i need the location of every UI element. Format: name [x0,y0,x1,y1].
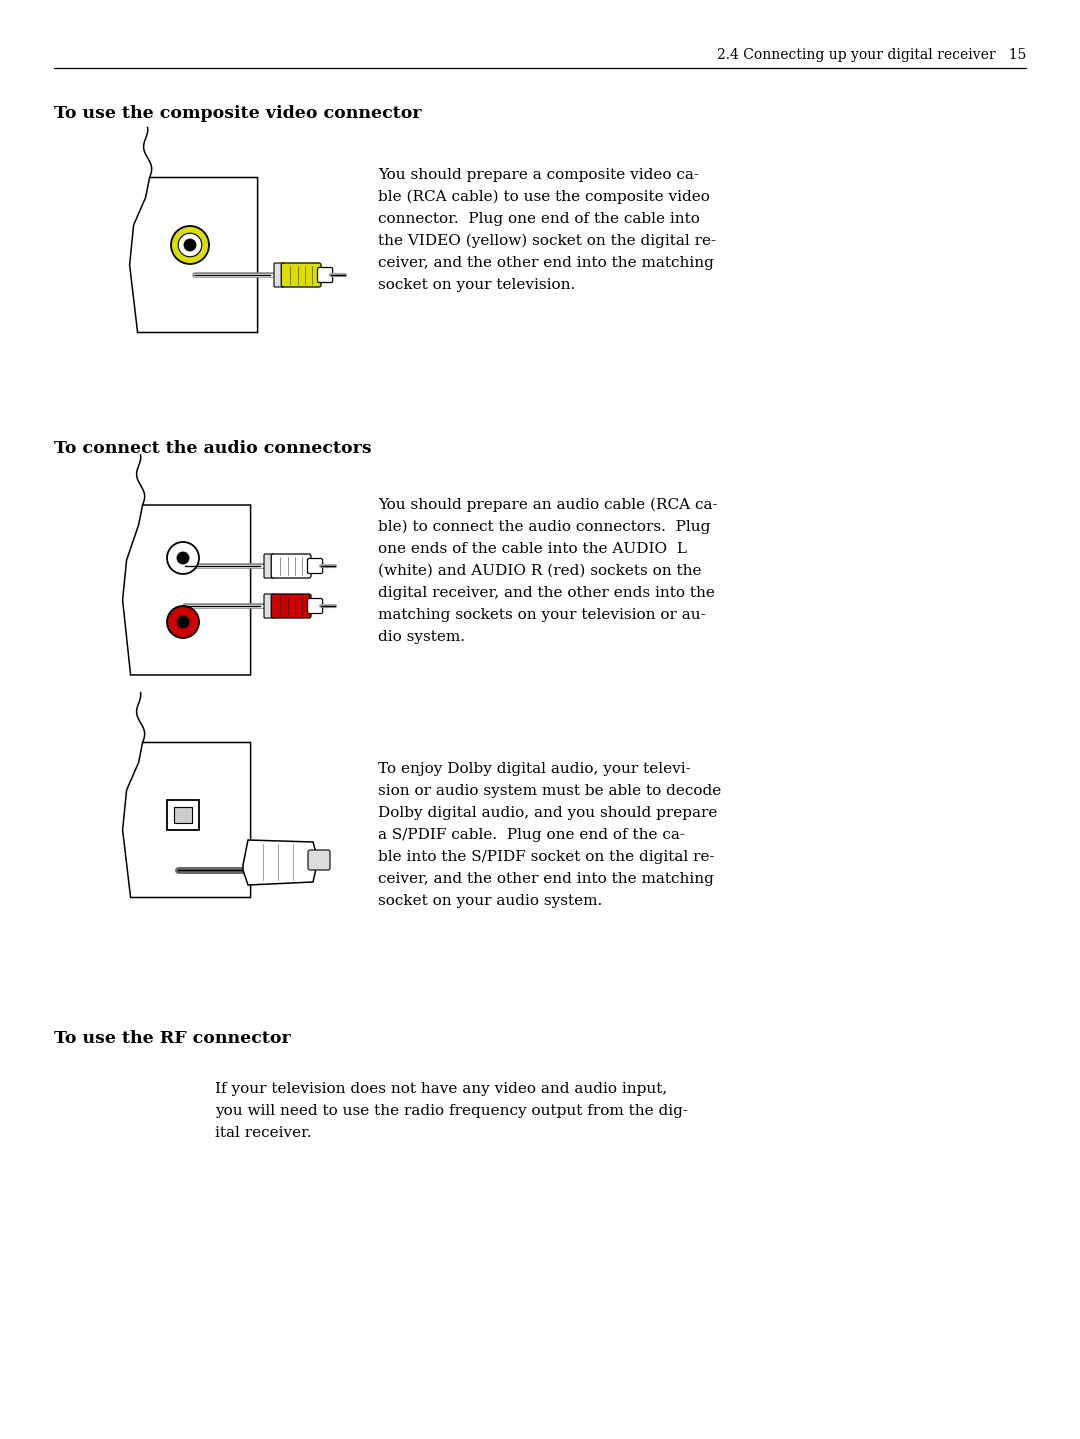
Text: ital receiver.: ital receiver. [215,1125,312,1140]
Text: Dolby digital audio, and you should prepare: Dolby digital audio, and you should prep… [378,806,717,820]
FancyBboxPatch shape [308,850,330,871]
Polygon shape [123,743,251,898]
Text: You should prepare a composite video ca-: You should prepare a composite video ca- [378,168,699,181]
Text: connector.  Plug one end of the cable into: connector. Plug one end of the cable int… [378,212,700,226]
FancyBboxPatch shape [167,800,199,830]
Circle shape [184,239,197,250]
FancyBboxPatch shape [308,599,323,613]
FancyBboxPatch shape [174,807,192,823]
FancyBboxPatch shape [281,263,321,286]
Text: dio system.: dio system. [378,630,465,645]
FancyBboxPatch shape [274,263,284,286]
Text: the VIDEO (yellow) socket on the digital re-: the VIDEO (yellow) socket on the digital… [378,235,716,249]
FancyBboxPatch shape [271,594,311,617]
Text: matching sockets on your television or au-: matching sockets on your television or a… [378,609,705,622]
Text: ble) to connect the audio connectors.  Plug: ble) to connect the audio connectors. Pl… [378,519,711,534]
Text: ble (RCA cable) to use the composite video: ble (RCA cable) to use the composite vid… [378,190,710,204]
Text: You should prepare an audio cable (RCA ca-: You should prepare an audio cable (RCA c… [378,498,717,512]
Text: To use the RF connector: To use the RF connector [54,1030,291,1048]
Text: socket on your television.: socket on your television. [378,278,576,292]
Text: you will need to use the radio frequency output from the dig-: you will need to use the radio frequency… [215,1104,688,1118]
FancyBboxPatch shape [308,558,323,574]
Polygon shape [123,505,251,675]
Text: ble into the S/PIDF socket on the digital re-: ble into the S/PIDF socket on the digita… [378,850,715,863]
Text: one ends of the cable into the AUDIO  L: one ends of the cable into the AUDIO L [378,543,687,555]
Circle shape [177,616,189,627]
Text: To use the composite video connector: To use the composite video connector [54,105,421,122]
FancyBboxPatch shape [318,268,333,282]
Text: sion or audio system must be able to decode: sion or audio system must be able to dec… [378,784,721,799]
FancyBboxPatch shape [264,554,274,578]
Text: 2.4 Connecting up your digital receiver   15: 2.4 Connecting up your digital receiver … [717,47,1026,62]
Text: socket on your audio system.: socket on your audio system. [378,894,603,908]
Text: a S/PDIF cable.  Plug one end of the ca-: a S/PDIF cable. Plug one end of the ca- [378,827,685,842]
Text: ceiver, and the other end into the matching: ceiver, and the other end into the match… [378,872,714,886]
Circle shape [171,226,210,263]
Text: (white) and AUDIO R (red) sockets on the: (white) and AUDIO R (red) sockets on the [378,564,702,578]
Polygon shape [130,177,258,332]
Circle shape [167,543,199,574]
FancyBboxPatch shape [271,554,311,578]
Text: If your television does not have any video and audio input,: If your television does not have any vid… [215,1082,667,1097]
Circle shape [178,233,202,256]
Text: To enjoy Dolby digital audio, your televi-: To enjoy Dolby digital audio, your telev… [378,763,691,776]
Text: digital receiver, and the other ends into the: digital receiver, and the other ends int… [378,586,715,600]
Text: To connect the audio connectors: To connect the audio connectors [54,440,372,458]
Text: ceiver, and the other end into the matching: ceiver, and the other end into the match… [378,256,714,271]
Circle shape [167,606,199,637]
FancyBboxPatch shape [264,594,274,617]
Circle shape [177,553,189,564]
Polygon shape [243,840,318,885]
